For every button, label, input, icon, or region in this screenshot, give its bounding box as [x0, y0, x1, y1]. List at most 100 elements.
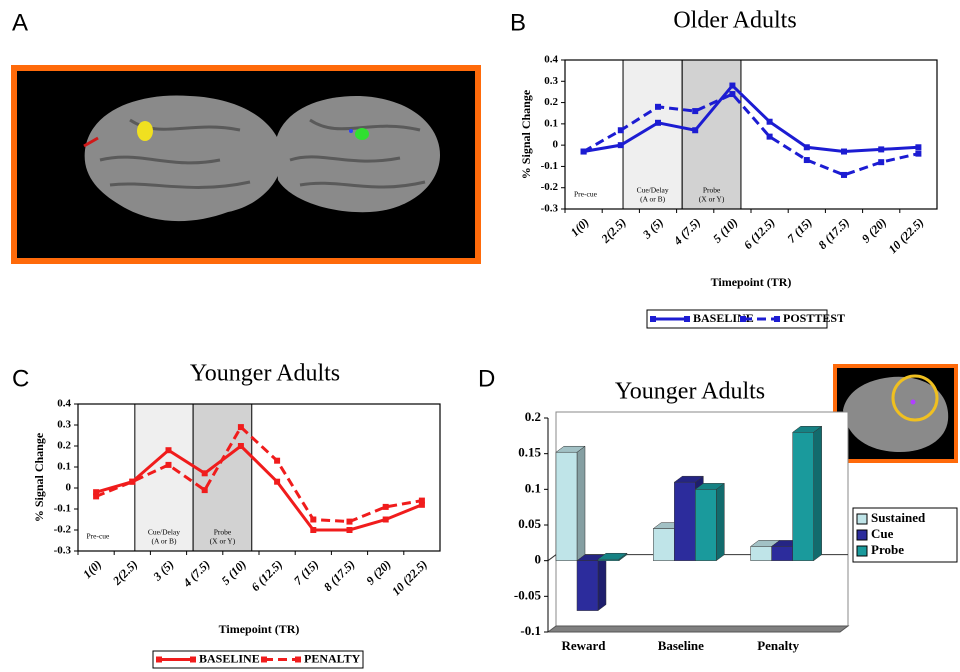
bar-side [716, 483, 724, 560]
x-tick-label: 6 (12.5) [741, 215, 778, 252]
legend-marker [740, 316, 746, 322]
point [878, 146, 884, 152]
point [166, 462, 172, 468]
y-tick-label: 0.2 [525, 409, 541, 424]
point [166, 447, 172, 453]
x-tick-label: 2(2.5) [598, 215, 629, 246]
x-tick-label: 9 (20) [363, 557, 393, 587]
y-tick-label: 0 [553, 139, 559, 151]
legend-label: POSTTEST [783, 311, 845, 325]
y-axis-label: % Signal Change [519, 89, 533, 179]
y-tick-label: 0.3 [544, 75, 558, 87]
point [618, 127, 624, 133]
x-tick-label: 5 (10) [219, 557, 249, 587]
legend-swatch [857, 546, 867, 556]
x-tick-label: 1(0) [568, 215, 592, 239]
point [767, 119, 773, 125]
bar [674, 482, 695, 560]
bar [653, 529, 674, 561]
point [692, 108, 698, 114]
y-tick-label: 0.4 [57, 398, 71, 410]
bar [577, 561, 598, 611]
panel-label: C [12, 365, 29, 392]
bar [772, 546, 793, 560]
bar [751, 546, 772, 560]
x-tick-label: 1(0) [80, 557, 104, 581]
legend-label: PENALTY [304, 651, 361, 665]
point [383, 504, 389, 510]
legend-marker [774, 316, 780, 322]
floor [548, 626, 848, 632]
point [383, 517, 389, 523]
legend-marker [261, 657, 267, 663]
point [915, 151, 921, 157]
legend-swatch [857, 514, 867, 524]
point [202, 470, 208, 476]
y-tick-label: 0.15 [518, 445, 541, 460]
point [129, 479, 135, 485]
phase-label: (A or B) [640, 195, 666, 204]
phase-label: (X or Y) [699, 195, 725, 204]
legend-label: Sustained [871, 510, 926, 525]
x-axis-label: Timepoint (TR) [219, 622, 300, 636]
legend-marker [650, 316, 656, 322]
brain-image [14, 68, 478, 261]
legend-label: Probe [871, 542, 904, 557]
y-tick-label: 0.4 [544, 54, 558, 66]
y-tick-label: 0.1 [57, 461, 71, 473]
point [767, 134, 773, 140]
y-tick-label: 0.2 [57, 440, 71, 452]
legend-label: Cue [871, 526, 894, 541]
bar [598, 559, 619, 560]
point [878, 159, 884, 165]
point [618, 142, 624, 148]
y-tick-label: 0 [535, 552, 542, 567]
y-tick-label: -0.1 [541, 160, 558, 172]
x-tick-label: 4 (7.5) [180, 557, 213, 590]
point [347, 519, 353, 525]
panel-label: D [478, 365, 495, 392]
point [915, 144, 921, 150]
phase-label: (X or Y) [210, 537, 236, 546]
y-tick-label: -0.3 [54, 545, 72, 557]
point [729, 91, 735, 97]
y-tick-label: -0.05 [514, 587, 542, 602]
x-tick-label: 7 (15) [291, 557, 321, 587]
point [655, 104, 661, 110]
phase-label: Cue/Delay [637, 186, 669, 195]
point [729, 83, 735, 89]
point [274, 458, 280, 464]
point [804, 144, 810, 150]
x-tick-label: Baseline [658, 638, 704, 653]
point [238, 424, 244, 430]
point [310, 517, 316, 523]
x-tick-label: Penalty [757, 638, 799, 653]
y-axis-label: % Signal Change [32, 432, 46, 522]
y-tick-label: -0.1 [54, 503, 71, 515]
y-tick-label: -0.1 [520, 623, 541, 638]
panel-label: B [510, 9, 526, 36]
point [274, 479, 280, 485]
y-tick-label: -0.2 [54, 524, 72, 536]
chart-title: Younger Adults [615, 379, 765, 405]
x-tick-label: 8 (17.5) [321, 557, 358, 594]
y-tick-label: 0.3 [57, 419, 71, 431]
x-tick-label: 6 (12.5) [248, 557, 285, 594]
point [347, 527, 353, 533]
legend-label: BASELINE [199, 651, 260, 665]
legend-marker [190, 657, 196, 663]
bar [556, 452, 577, 560]
point [419, 498, 425, 504]
chart-title: Older Adults [673, 8, 796, 34]
phase-label: Probe [214, 528, 232, 537]
point [581, 149, 587, 155]
bar [793, 432, 814, 560]
bar-side [577, 446, 585, 560]
point [841, 149, 847, 155]
phase-label: Probe [703, 186, 721, 195]
brain-inset [835, 366, 956, 461]
phase-label: (A or B) [151, 537, 177, 546]
y-tick-label: 0.1 [525, 480, 541, 495]
y-tick-label: 0 [66, 482, 72, 494]
phase-label: Cue/Delay [148, 528, 180, 537]
